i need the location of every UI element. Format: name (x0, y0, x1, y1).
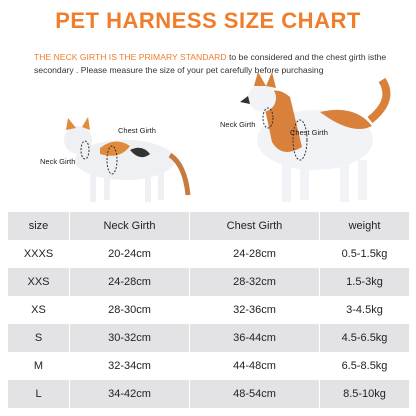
table-cell: 32-36cm (190, 296, 320, 324)
table-cell: S (8, 324, 70, 352)
header-cell: Chest Girth (190, 212, 320, 240)
table-cell: 20-24cm (70, 240, 190, 268)
intro: THE NECK GIRTH IS THE PRIMARY STANDARD t… (34, 51, 394, 77)
table-cell: 0.5-1.5kg (320, 240, 410, 268)
header-row: size Neck Girth Chest Girth weight (8, 212, 410, 240)
table-cell: 3-4.5kg (320, 296, 410, 324)
table-cell: 24-28cm (190, 240, 320, 268)
table-row: XXS 24-28cm 28-32cm 1.5-3kg (8, 268, 410, 296)
table-row: M 32-34cm 44-48cm 6.5-8.5kg (8, 352, 410, 380)
intro-text: to be considered and the chest girth ist… (34, 52, 387, 75)
table-cell: 4.5-6.5kg (320, 324, 410, 352)
dog-neck-label: Neck Girth (220, 120, 255, 129)
title: PET HARNESS SIZE CHART (55, 8, 361, 33)
table-cell: 24-28cm (70, 268, 190, 296)
intro-highlight: THE NECK GIRTH IS THE PRIMARY STANDARD (34, 52, 227, 62)
table-cell: 8.5-10kg (320, 380, 410, 408)
table-cell: 28-30cm (70, 296, 190, 324)
table-cell: 44-48cm (190, 352, 320, 380)
table-cell: 32-34cm (70, 352, 190, 380)
table-cell: 30-32cm (70, 324, 190, 352)
table-cell: 1.5-3kg (320, 268, 410, 296)
table-cell: 36-44cm (190, 324, 320, 352)
size-table: size Neck Girth Chest Girth weight XXXS 20-24… (8, 212, 410, 408)
header-cell: weight (320, 212, 410, 240)
table-cell: 34-42cm (70, 380, 190, 408)
table-cell: XS (8, 296, 70, 324)
table-cell: XXXS (8, 240, 70, 268)
table-cell: 28-32cm (190, 268, 320, 296)
table-cell: 48-54cm (190, 380, 320, 408)
table-cell: L (8, 380, 70, 408)
dog: Neck Girth Chest Girth (220, 72, 391, 202)
table-row: S 30-32cm 36-44cm 4.5-6.5kg (8, 324, 410, 352)
cat-chest-label: Chest Girth (118, 126, 156, 135)
dog-chest-label: Chest Girth (290, 128, 328, 137)
table-row: XS 28-30cm 32-36cm 3-4.5kg (8, 296, 410, 324)
illustrations: Neck Girth Chest Girth Neck Girth Chest … (40, 72, 391, 202)
cat-neck-label: Neck Girth (40, 157, 75, 166)
table-row: L 34-42cm 48-54cm 8.5-10kg (8, 380, 410, 408)
table-cell: 6.5-8.5kg (320, 352, 410, 380)
header-cell: size (8, 212, 70, 240)
header-cell: Neck Girth (70, 212, 190, 240)
table-row: XXXS 20-24cm 24-28cm 0.5-1.5kg (8, 240, 410, 268)
table-cell: XXS (8, 268, 70, 296)
table-cell: M (8, 352, 70, 380)
cat: Neck Girth Chest Girth (40, 117, 191, 202)
